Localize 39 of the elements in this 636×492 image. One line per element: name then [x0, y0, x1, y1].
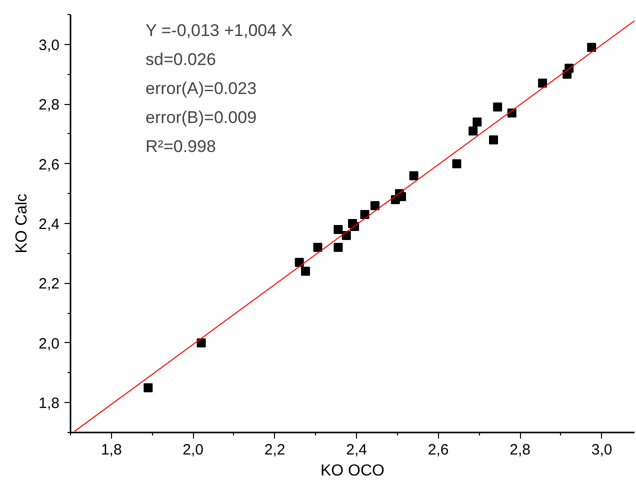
- point: [144, 383, 153, 392]
- y-tick-label: 2,0: [38, 335, 60, 352]
- point: [538, 78, 548, 88]
- point: [587, 42, 596, 52]
- x-tick-label: 2,8: [510, 442, 530, 458]
- point: [370, 201, 380, 210]
- y-tick-label: 1,8: [38, 395, 60, 412]
- point: [196, 338, 206, 348]
- point: [313, 242, 322, 252]
- x-tick-label: 3,0: [591, 442, 612, 458]
- y-tick-label: 2,8: [38, 96, 60, 114]
- x-tick-label: 2,0: [182, 442, 204, 458]
- y-tick-label: 2,4: [38, 216, 60, 233]
- x-tick-label: 1,8: [100, 442, 122, 458]
- y-tick-label: 2,6: [38, 156, 60, 174]
- point: [472, 117, 482, 126]
- annotation: Y =-0,013 +1,004 X: [146, 21, 293, 40]
- annotation: sd=0.026: [146, 50, 216, 69]
- x-tick-label: 2,4: [346, 442, 368, 458]
- point: [301, 266, 310, 276]
- point: [334, 242, 343, 252]
- point: [334, 224, 343, 234]
- point: [468, 126, 478, 136]
- x-tick-label: 2,6: [428, 442, 449, 458]
- y-axis-title: KO Calc: [14, 194, 31, 254]
- annotation: R²=0.998: [146, 137, 216, 156]
- y-tick-label: 2,2: [38, 276, 60, 293]
- point: [489, 135, 498, 144]
- point: [493, 102, 502, 112]
- point: [294, 258, 304, 267]
- annotation: error(A)=0.023: [146, 79, 257, 98]
- annotation: error(B)=0.009: [146, 108, 257, 127]
- point: [452, 159, 462, 168]
- point: [360, 210, 370, 220]
- point: [342, 230, 351, 240]
- x-tick-label: 2,2: [264, 442, 286, 458]
- y-tick-label: 3,0: [38, 36, 60, 54]
- x-axis-title: KO OCO: [320, 462, 385, 480]
- point: [409, 171, 418, 180]
